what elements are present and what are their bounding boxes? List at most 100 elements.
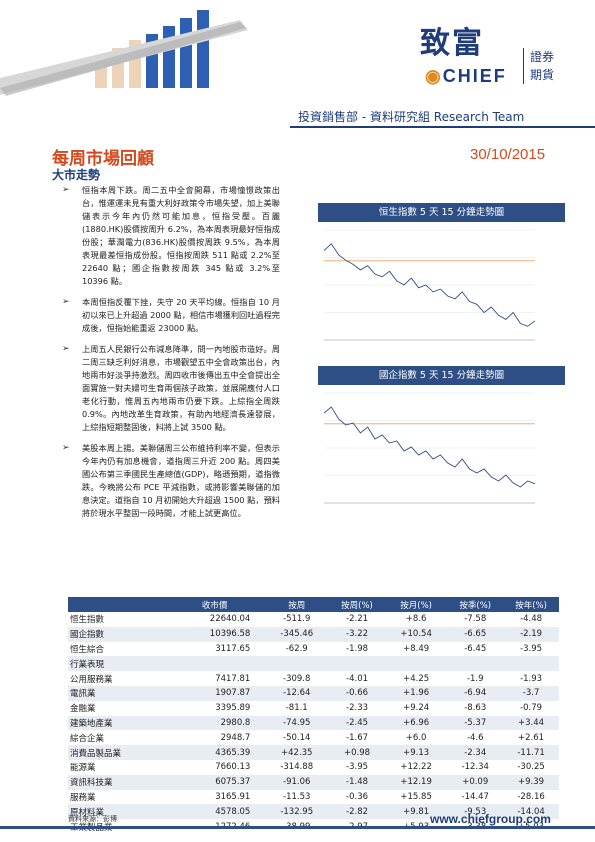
cell-value: 3395.89: [215, 703, 251, 714]
bullet-item: ➢ 恒指本周下跌。周二五中全會開幕，市場憧憬政策出台，惟運運未見有重大利好政策令市…: [62, 184, 280, 288]
bullet-item: ➢ 上周五人民銀行公布減息降準，問一內地股市造好。周二周三缺乏利好消息，市場觀望五…: [62, 343, 280, 434]
cell-value: -1.98: [346, 643, 369, 654]
cell-value: -6.65: [447, 626, 504, 642]
cell-value: -2.34: [447, 745, 504, 760]
cell-value: -2.33: [346, 703, 369, 714]
source-note: 資料來源：彭博: [68, 815, 117, 823]
cell-value: -345.46: [264, 626, 330, 642]
cell-value: 3117.65: [215, 643, 251, 654]
cell-value: +2.61: [518, 732, 545, 743]
cell-value: -74.95: [264, 715, 330, 731]
cell-value: -14.47: [461, 791, 489, 802]
cell-value: 4365.39: [164, 745, 265, 760]
cell-value: [329, 656, 385, 672]
hsi-chart: 恒生指數 5 天 15 分鐘走勢圖: [318, 203, 565, 358]
cell-value: -1.9: [466, 673, 484, 684]
cell-value: +10.54: [384, 626, 448, 642]
cell-value: -2.21: [346, 614, 369, 625]
cell-value: +4.25: [403, 673, 430, 684]
cell-value: -314.88: [280, 762, 314, 773]
arrow-bullet-icon: ➢: [62, 344, 70, 354]
cell-value: -30.25: [517, 762, 545, 773]
cell-value: 7417.81: [215, 673, 251, 684]
table-row: 恒生指數 22640.04 -511.9 -2.21 +8.6 -7.58 -4.48: [68, 612, 559, 627]
arrow-bullet-icon: ➢: [62, 185, 70, 195]
cell-value: 22640.04: [209, 614, 251, 625]
cell-value: 6075.37: [164, 774, 265, 790]
bullet-text: 恒指本周下跌。周二五中全會開幕，市場憧憬政策出台，惟運運未見有重大利好政策令市場…: [82, 185, 280, 286]
cell-value: 10396.58: [164, 626, 265, 642]
table-header-row: 收市價 按周 按周(%) 按月(%) 按季(%) 按年(%): [68, 597, 559, 612]
cell-value: +9.39: [503, 774, 559, 790]
cell-value: -81.1: [285, 703, 308, 714]
cell-value: -5.37: [447, 715, 504, 731]
cell-value: -0.66: [329, 685, 385, 701]
table-row: 恒生綜合 3117.65 -62.9 -1.98 +8.49 -6.45 -3.95: [68, 642, 559, 657]
cell-value: -4.01: [346, 673, 369, 684]
cell-value: -6.94: [447, 685, 504, 701]
header-bar-graphic: [0, 0, 260, 100]
logo-chinese: 致富: [420, 26, 484, 61]
cell-value: [447, 656, 504, 672]
website-link[interactable]: www.chiefgroup.com: [430, 812, 551, 826]
logo-sub-securities: 證券: [530, 50, 555, 64]
series-line: [323, 243, 536, 327]
row-label: 原材料業: [68, 804, 165, 820]
cell-value: -132.95: [264, 804, 330, 820]
row-label: 國企指數: [68, 626, 165, 642]
logo-sub-futures: 期貨: [530, 68, 555, 82]
column-header: 按月(%): [384, 597, 448, 612]
row-label: 資訊科技業: [68, 774, 165, 790]
cell-value: -0.36: [346, 791, 369, 802]
cell-value: -1.93: [520, 673, 543, 684]
table-row: 建築地產業 2980.8 -74.95 -2.45 +6.96 -5.37 +3.44: [68, 715, 559, 731]
cell-value: -2.19: [503, 626, 559, 642]
table-row: 電訊業 1907.87 -12.64 -0.66 +1.96 -6.94 -3.7: [68, 685, 559, 701]
cell-value: +9.24: [403, 703, 430, 714]
cell-value: -62.9: [285, 643, 308, 654]
row-label: 能源業: [70, 763, 96, 774]
column-header: 按季(%): [447, 597, 504, 612]
cell-value: +9.81: [384, 804, 448, 820]
report-date: 30/10/2015: [470, 146, 546, 163]
bullet-text: 本周恒指反覆下挫，失守 20 天平均線。恒指自 10 月初以來已上升超過 200…: [82, 297, 280, 333]
table-row: 消費品製品業 4365.39 +42.35 +0.98 +9.13 -2.34 -11.71: [68, 745, 559, 760]
column-header: 收市價: [164, 597, 265, 612]
cell-value: -91.06: [264, 774, 330, 790]
cell-value: -8.63: [464, 703, 487, 714]
bullet-text: 上周五人民銀行公布減息降準，問一內地股市造好。周二周三缺乏利好消息，市場觀望五中…: [82, 344, 280, 432]
cell-value: 2980.8: [164, 715, 265, 731]
cell-value: 3165.91: [215, 791, 251, 802]
cell-value: -3.7: [503, 685, 559, 701]
cell-value: [164, 656, 265, 672]
row-label: 綜合企業: [70, 733, 105, 744]
cell-value: -511.9: [283, 614, 311, 625]
footer-divider: [0, 826, 595, 829]
cell-value: -4.48: [520, 614, 543, 625]
table-row: 能源業 7660.13 -314.88 -3.95 +12.22 -12.34 -30.25: [68, 760, 559, 775]
cell-value: +8.6: [405, 614, 427, 625]
row-label: 服務業: [70, 792, 96, 803]
table-row: 行業表現: [68, 656, 559, 672]
bullet-item: ➢ 美股本周上揚。美聯儲周三公布維持利率不變，但表示今年內仍有加息機會，道指周三升…: [62, 442, 280, 520]
bullet-text: 美股本周上揚。美聯儲周三公布維持利率不變，但表示今年內仍有加息機會，道指周三升近…: [82, 443, 280, 518]
cell-value: [264, 656, 330, 672]
cell-value: -1.67: [346, 732, 369, 743]
cell-value: -14.04: [503, 804, 559, 820]
logo-chief: ◉CHIEF: [425, 66, 507, 86]
series-line: [323, 406, 536, 488]
hscei-chart: 國企指數 5 天 15 分鐘走勢圖: [318, 366, 565, 521]
cell-value: +15.85: [400, 791, 432, 802]
column-header: 按年(%): [503, 597, 559, 612]
cell-value: -11.71: [503, 745, 559, 760]
cell-value: -1.48: [329, 774, 385, 790]
row-label: 建築地產業: [68, 715, 165, 731]
chart-title: 恒生指數 5 天 15 分鐘走勢圖: [318, 203, 565, 222]
cell-value: 4578.05: [164, 804, 265, 820]
column-header: [68, 597, 165, 612]
row-label: 恒生綜合: [70, 644, 105, 655]
department-label: 投資銷售部 - 資料研究組 Research Team: [298, 110, 525, 124]
cell-value: 2948.7: [220, 732, 251, 743]
cell-value: +6.0: [405, 732, 427, 743]
cell-value: +1.96: [384, 685, 448, 701]
